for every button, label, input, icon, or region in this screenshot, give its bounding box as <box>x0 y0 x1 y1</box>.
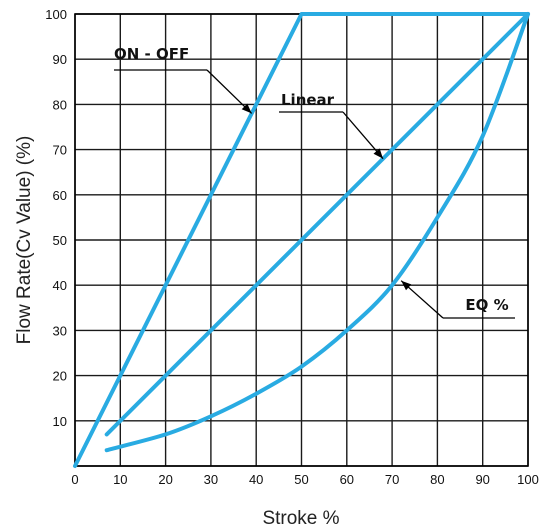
x-tick-label-2: 20 <box>158 472 172 487</box>
x-tick-labels: 0 10 20 30 40 50 60 70 80 90 100 <box>71 472 538 487</box>
x-tick-label-10: 100 <box>517 472 539 487</box>
x-axis-title: Stroke % <box>262 508 339 528</box>
annotation-label-2: EQ % <box>465 296 508 314</box>
y-tick-labels: 10 20 30 40 50 60 70 80 90 100 <box>45 7 67 429</box>
y-tick-label-2: 30 <box>53 323 67 338</box>
y-tick-label-8: 90 <box>53 52 67 67</box>
x-tick-label-9: 90 <box>475 472 489 487</box>
y-tick-label-9: 100 <box>45 7 67 22</box>
x-tick-label-0: 0 <box>71 472 78 487</box>
x-tick-label-3: 30 <box>204 472 218 487</box>
series-line-2 <box>104 12 530 453</box>
x-tick-label-6: 60 <box>340 472 354 487</box>
series-line-1 <box>104 12 530 437</box>
y-tick-label-6: 70 <box>53 143 67 158</box>
x-tick-label-1: 10 <box>113 472 127 487</box>
x-tick-label-4: 40 <box>249 472 263 487</box>
x-tick-label-5: 50 <box>294 472 308 487</box>
y-tick-label-3: 40 <box>53 278 67 293</box>
y-tick-label-0: 10 <box>53 414 67 429</box>
x-tick-label-7: 70 <box>385 472 399 487</box>
y-tick-label-5: 60 <box>53 188 67 203</box>
series-lines <box>73 12 530 468</box>
series-line-0 <box>73 12 530 468</box>
annotation-arrowhead-1 <box>373 148 383 159</box>
y-tick-label-7: 80 <box>53 97 67 112</box>
annotation-arrowhead-0 <box>241 103 252 114</box>
y-tick-label-1: 20 <box>53 369 67 384</box>
y-axis-title: Flow Rate(Cv Value) (%) <box>14 136 35 345</box>
annotations: ON - OFF Linear EQ % <box>114 45 515 319</box>
annotation-leader-1 <box>342 111 384 160</box>
annotation-arrowhead-2 <box>401 280 412 291</box>
annotation-label-1: Linear <box>281 91 335 109</box>
x-tick-label-8: 80 <box>430 472 444 487</box>
annotation-label-0: ON - OFF <box>114 45 189 63</box>
annotation-leader-0 <box>206 69 253 114</box>
y-tick-label-4: 50 <box>53 233 67 248</box>
